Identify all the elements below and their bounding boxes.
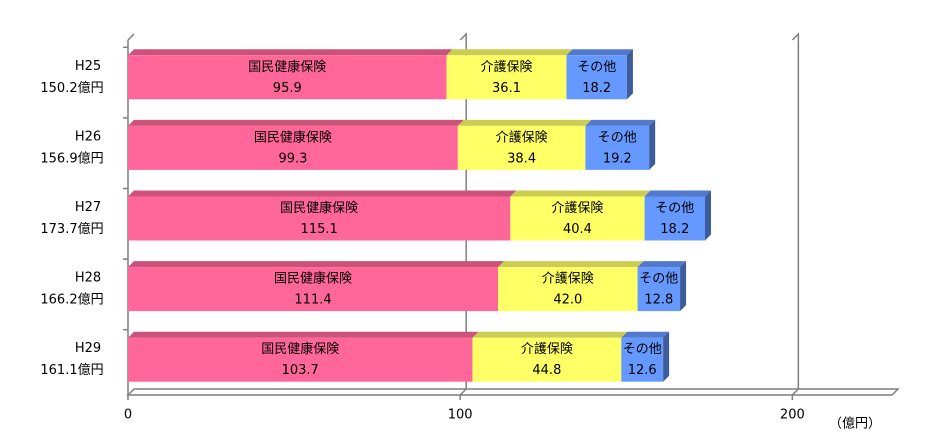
bar-side [649, 119, 656, 170]
x-tick-label: 100 [448, 408, 473, 423]
value-label: 115.1 [301, 222, 338, 237]
bar-segment [446, 55, 567, 100]
bar-segment [128, 267, 499, 312]
bar-segment [128, 125, 458, 170]
grid-line [791, 32, 800, 396]
segment-name: その他 [598, 130, 637, 145]
value-label: 111.4 [294, 293, 331, 308]
total-label: 156.9億円 [40, 150, 103, 166]
segment-name: 介護保険 [542, 271, 594, 287]
bar-top [621, 331, 670, 338]
bar-segment [498, 267, 638, 312]
bar-top [128, 49, 453, 56]
bar-segment [510, 196, 645, 241]
total-label: 150.2億円 [40, 80, 103, 96]
bar-top [128, 190, 517, 197]
bar-segment [128, 55, 447, 100]
bar-side [704, 190, 711, 241]
bar-segment [637, 267, 681, 312]
total-label: 166.2億円 [40, 292, 103, 308]
bar-top [128, 261, 505, 268]
bar-top [644, 190, 711, 197]
bar-top [566, 49, 633, 56]
segment-name: その他 [577, 60, 616, 75]
bar-segment [457, 125, 586, 170]
bar-segment [472, 337, 622, 382]
value-label: 36.1 [492, 81, 521, 96]
value-label: 12.6 [628, 363, 657, 378]
bar-top [446, 49, 573, 56]
segment-name: 国民健康保険 [274, 271, 352, 287]
x-tick-label: 200 [780, 408, 805, 423]
bar-side [663, 331, 670, 382]
segment-name: 国民健康保険 [280, 200, 358, 216]
unit-label: （億円） [829, 416, 881, 432]
bar-top [510, 190, 651, 197]
bar-top [472, 331, 628, 338]
value-label: 19.2 [603, 151, 632, 166]
value-label: 38.4 [507, 151, 536, 166]
segment-name: その他 [639, 272, 678, 287]
value-label: 95.9 [273, 81, 302, 96]
value-label: 18.2 [582, 81, 611, 96]
total-label: 161.1億円 [40, 362, 103, 378]
value-label: 99.3 [278, 151, 307, 166]
segment-name: 介護保険 [521, 341, 573, 357]
bar-side [680, 261, 687, 312]
segment-name: 国民健康保険 [254, 129, 332, 145]
category-label: H25 [75, 59, 101, 74]
segment-name: その他 [623, 342, 662, 357]
segment-name: 介護保険 [551, 200, 603, 216]
bar-top [128, 331, 479, 338]
value-label: 18.2 [660, 222, 689, 237]
bar-side [626, 49, 633, 100]
segment-name: 介護保険 [481, 59, 533, 75]
bar-top [457, 119, 592, 126]
category-label: H27 [75, 200, 101, 215]
y-axis-back [127, 33, 135, 41]
segment-name: 国民健康保険 [248, 59, 326, 75]
x-tick-label: 0 [124, 408, 132, 423]
bar-segment [566, 55, 627, 100]
segment-name: 介護保険 [496, 129, 548, 145]
bar-segment [128, 337, 473, 382]
value-label: 44.8 [532, 363, 561, 378]
bar-segment [585, 125, 650, 170]
value-label: 12.8 [644, 293, 673, 308]
category-label: H29 [75, 341, 101, 356]
floor [126, 388, 900, 396]
bar-top [585, 119, 656, 126]
segment-name: その他 [655, 201, 694, 216]
total-label: 173.7億円 [40, 221, 103, 237]
bar-top [498, 261, 644, 268]
bar-top [128, 119, 464, 126]
bar-segment [621, 337, 664, 382]
category-label: H26 [75, 129, 101, 144]
value-label: 42.0 [553, 293, 582, 308]
value-label: 103.7 [282, 363, 319, 378]
segment-name: 国民健康保険 [261, 341, 339, 357]
bar-segment [128, 196, 511, 241]
bar-top [637, 261, 687, 268]
category-label: H28 [75, 271, 101, 286]
bar-segment [644, 196, 705, 241]
value-label: 40.4 [563, 222, 592, 237]
